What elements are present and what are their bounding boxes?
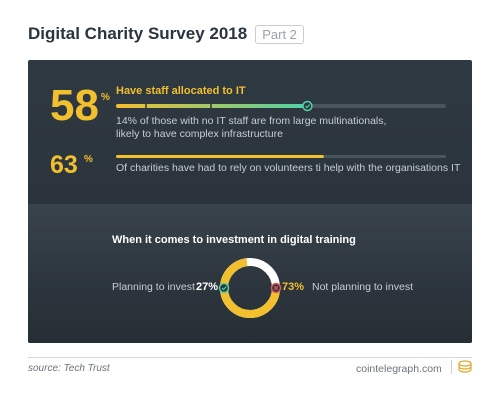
stat-note-2: Of charities have had to rely on volunte… [116, 162, 461, 174]
bar-fill-2 [116, 155, 324, 158]
coin-stack-icon [458, 360, 472, 373]
stat-heading-1: Have staff allocated to IT [116, 85, 246, 97]
donut-label-not-planning: Not planning to invest [312, 281, 413, 293]
bar-marker-1 [302, 100, 313, 112]
planning-check-icon [221, 286, 227, 291]
donut-label-planning: Planning to invest [112, 281, 195, 293]
stat-value-1: 58 [50, 81, 99, 130]
source-label: source: Tech Trust [28, 363, 110, 374]
stat-note-1a: 14% of those with no IT staff are from l… [116, 115, 387, 127]
donut-heading: When it comes to investment in digital t… [112, 234, 356, 246]
page-title: Digital Charity Survey 2018 [28, 24, 248, 43]
footer-divider [28, 357, 472, 358]
header: Digital Charity Survey 2018 Part 2 [28, 22, 304, 46]
part-badge: Part 2 [255, 24, 304, 44]
stat-value-2: 63 [50, 151, 78, 179]
stat-note-1b: likely to have complex infrastructure [116, 128, 283, 140]
close-icon [273, 285, 279, 291]
stat-unit-2: % [84, 154, 93, 165]
donut-value-not-planning: 73% [282, 281, 305, 293]
infographic-panel: 58 % Have staff allocated to IT 14% of t… [28, 60, 472, 343]
donut-value-planning: 27% [196, 281, 219, 293]
brand-separator [451, 360, 452, 374]
check-icon [304, 104, 311, 109]
panel-lower-section [28, 204, 472, 343]
stat-unit-1: % [101, 92, 110, 103]
planning-marker [218, 282, 230, 294]
chart-graphics [116, 100, 446, 318]
brand-label: cointelegraph.com [356, 363, 442, 375]
